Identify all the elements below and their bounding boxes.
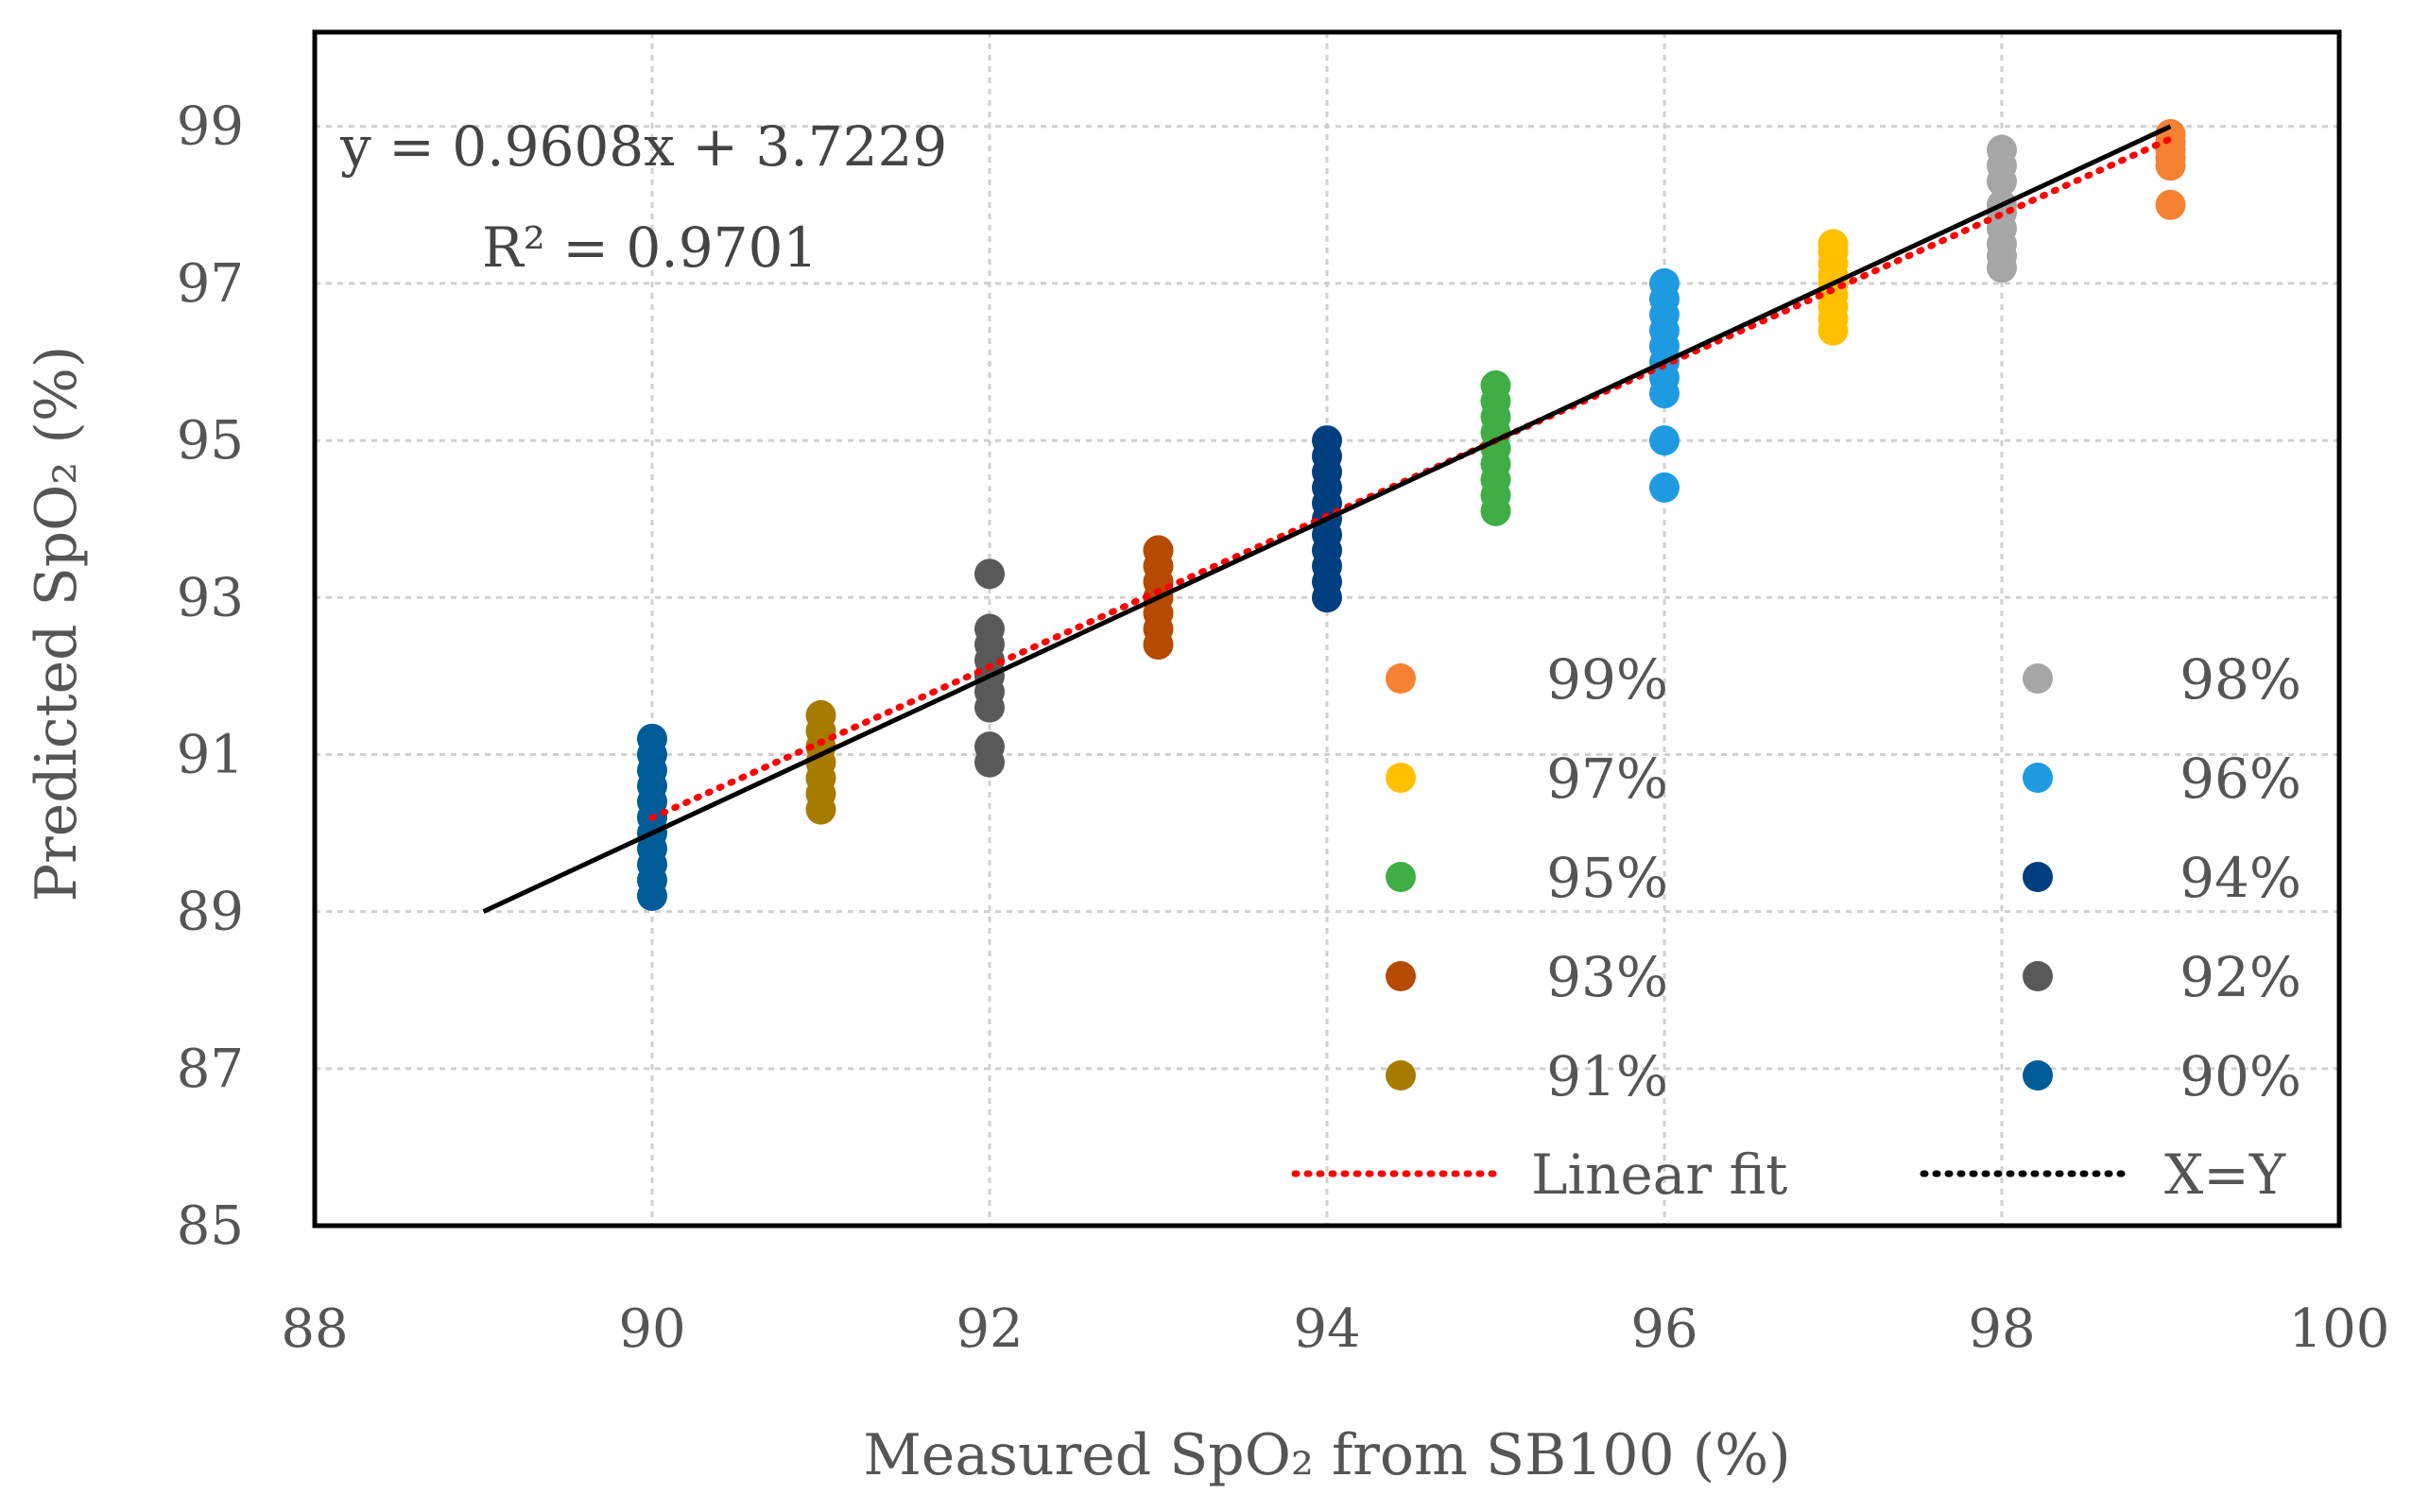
data-point-95pct xyxy=(1480,369,1511,401)
y-axis-title: Predicted SpO₂ (%) xyxy=(24,346,90,902)
plot-area-frame xyxy=(312,29,2342,1228)
x-tick-label: 90 xyxy=(618,1298,685,1360)
legend-marker-92pct xyxy=(2023,961,2053,991)
x-tick-label: 92 xyxy=(956,1298,1023,1360)
data-point-99pct xyxy=(2155,189,2186,220)
data-point-92pct xyxy=(974,731,1005,763)
legend-marker-99pct xyxy=(1386,663,1416,694)
data-point-92pct xyxy=(974,558,1005,590)
data-point-94pct xyxy=(1312,425,1342,456)
y-tick-label: 95 xyxy=(177,410,244,472)
legend-marker-94pct xyxy=(2023,862,2053,892)
legend-label-97pct: 97% xyxy=(1546,747,1668,811)
legend-linear-fit-label: Linear fit xyxy=(1531,1143,1787,1207)
legend-label-92pct: 92% xyxy=(2179,945,2301,1009)
data-point-93pct xyxy=(1143,535,1174,566)
gridlines xyxy=(315,32,2339,1226)
regression-equation: y = 0.9608x + 3.7229 xyxy=(339,114,947,179)
y-tick-label: 89 xyxy=(177,882,244,943)
legend-label-95pct: 95% xyxy=(1546,846,1668,910)
data-point-90pct xyxy=(637,723,667,754)
data-point-92pct xyxy=(974,613,1005,644)
legend-marker-96pct xyxy=(2023,763,2053,793)
legend-label-94pct: 94% xyxy=(2179,846,2301,910)
legend-label-90pct: 90% xyxy=(2179,1044,2301,1108)
legend-marker-90pct xyxy=(2023,1060,2053,1091)
x-tick-label: 88 xyxy=(281,1298,348,1360)
data-point-96pct xyxy=(1649,425,1680,456)
x-axis-title: Measured SpO₂ from SB100 (%) xyxy=(863,1422,1790,1488)
y-tick-label: 97 xyxy=(177,253,244,315)
x-tick-label: 96 xyxy=(1630,1298,1697,1360)
y-tick-label: 85 xyxy=(177,1195,244,1257)
x-tick-label: 98 xyxy=(1968,1298,2035,1360)
data-point-99pct xyxy=(2155,119,2186,150)
r-squared-label: R² = 0.9701 xyxy=(482,215,818,280)
x-tick-label: 100 xyxy=(2289,1298,2390,1360)
x-equals-y-line xyxy=(482,124,2172,914)
data-points xyxy=(637,119,2186,912)
legend-label-93pct: 93% xyxy=(1546,945,1668,1009)
data-point-96pct xyxy=(1649,267,1680,299)
legend-marker-93pct xyxy=(1386,961,1416,991)
legend-label-99pct: 99% xyxy=(1546,647,1668,712)
legend-label-96pct: 96% xyxy=(2179,747,2301,811)
data-point-98pct xyxy=(1987,134,2017,165)
x-axis-ticks: 88 90 92 94 96 98 100 xyxy=(281,1298,2389,1360)
legend-marker-97pct xyxy=(1386,763,1416,793)
linear-fit-line xyxy=(648,135,2174,821)
data-point-91pct xyxy=(805,699,836,730)
legend: 99% 98% 97% 96% 95% 94% 93% 92% 91% 90% Linear fit… xyxy=(1291,647,2301,1207)
data-point-97pct xyxy=(1818,229,1849,260)
legend-marker-95pct xyxy=(1386,862,1416,892)
legend-x-equals-y-label: X=Y xyxy=(2164,1143,2286,1207)
legend-label-91pct: 91% xyxy=(1546,1044,1668,1108)
y-tick-label: 99 xyxy=(177,96,244,158)
y-axis-ticks: 85 87 89 91 93 95 97 99 xyxy=(177,96,244,1257)
legend-marker-91pct xyxy=(1386,1060,1416,1091)
y-tick-label: 93 xyxy=(177,567,244,628)
y-tick-label: 91 xyxy=(177,724,244,785)
data-point-96pct xyxy=(1649,472,1680,503)
x-tick-label: 94 xyxy=(1293,1298,1360,1360)
legend-label-98pct: 98% xyxy=(2179,647,2301,712)
y-tick-label: 87 xyxy=(177,1039,244,1100)
legend-marker-98pct xyxy=(2023,663,2053,694)
trend-lines xyxy=(482,124,2174,914)
